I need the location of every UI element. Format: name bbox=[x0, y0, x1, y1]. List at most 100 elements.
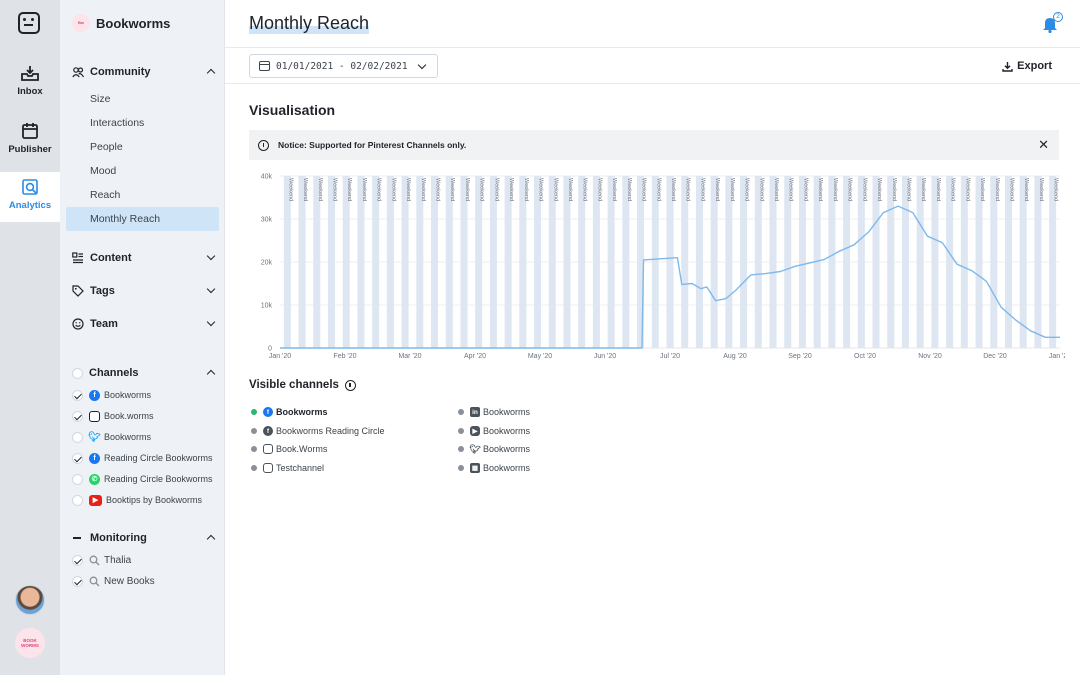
sidebar-item-size[interactable]: Size bbox=[90, 93, 111, 105]
channel-label: Reading Circle Bookworms bbox=[104, 474, 213, 484]
visible-channel-label: Bookworms bbox=[483, 407, 531, 417]
sidebar-item-interactions[interactable]: Interactions bbox=[90, 117, 145, 129]
x-tick-label: Dec '20 bbox=[983, 353, 1007, 360]
page-title: Monthly Reach bbox=[249, 13, 370, 34]
bell-icon[interactable] bbox=[1042, 15, 1058, 33]
content-icon bbox=[72, 252, 83, 264]
visible-channels-label: Visible channels bbox=[249, 379, 339, 391]
weekend-band bbox=[357, 176, 365, 348]
weekend-band bbox=[1049, 176, 1057, 348]
people-icon bbox=[72, 67, 84, 78]
section-content[interactable]: Content bbox=[72, 251, 216, 264]
weekend-band bbox=[431, 176, 439, 348]
monitoring-checkbox[interactable] bbox=[72, 575, 83, 587]
visible-channel-item[interactable]: Testchannel bbox=[251, 462, 324, 474]
sidebar-item-people[interactable]: People bbox=[90, 141, 123, 153]
x-tick-label: Jun '20 bbox=[594, 353, 616, 360]
info-icon[interactable] bbox=[344, 379, 356, 391]
channel-item[interactable]: 🐦︎ Bookworms bbox=[72, 430, 222, 444]
channel-checkbox[interactable] bbox=[72, 473, 83, 485]
visible-channel-item[interactable]: ▦ Bookworms bbox=[458, 462, 530, 474]
weekend-band bbox=[798, 176, 806, 348]
chevron-up-icon bbox=[206, 534, 216, 544]
channels-select-all-checkbox[interactable] bbox=[72, 367, 83, 379]
visible-channel-item[interactable]: Book.Worms bbox=[251, 443, 327, 455]
weekend-band bbox=[386, 176, 394, 348]
visible-channel-item[interactable]: ▶ Bookworms bbox=[458, 425, 530, 437]
x-tick-label: Jul '20 bbox=[660, 353, 680, 360]
date-range-picker[interactable]: 01/01/2021 - 02/02/2021 bbox=[249, 54, 438, 78]
sidebar-item-monthly-reach[interactable]: Monthly Reach bbox=[90, 213, 161, 225]
visible-channel-item[interactable]: f Bookworms bbox=[251, 406, 328, 418]
sidebar-item-reach[interactable]: Reach bbox=[90, 189, 121, 201]
weekend-band bbox=[342, 176, 350, 348]
main-panel: Monthly Reach 2 01/01/2021 - 02/02/2021 … bbox=[225, 0, 1080, 675]
weekend-band bbox=[681, 176, 689, 348]
close-icon[interactable]: ✕ bbox=[1038, 137, 1049, 152]
section-channels[interactable]: Channels bbox=[72, 367, 216, 379]
channel-item[interactable]: Book.worms bbox=[72, 409, 222, 423]
rail-top-group: Inbox Publisher bbox=[0, 54, 60, 172]
rail-inbox[interactable]: Inbox bbox=[0, 64, 60, 97]
weekend-band-label: Weekend bbox=[626, 178, 632, 201]
visualisation-title: Visualisation bbox=[249, 102, 336, 118]
section-team[interactable]: Team bbox=[72, 317, 216, 330]
section-tags[interactable]: Tags bbox=[72, 284, 216, 297]
instagram-icon bbox=[263, 463, 273, 473]
y-tick-label: 0 bbox=[268, 346, 272, 353]
weekend-band-label: Weekend bbox=[449, 178, 455, 201]
visible-channel-item[interactable]: 🐦︎ Bookworms bbox=[458, 443, 530, 455]
nav-rail: Inbox Publisher Analytics BOOK WORMS bbox=[0, 0, 60, 675]
weekend-band bbox=[1019, 176, 1027, 348]
active-item-highlight bbox=[66, 207, 219, 231]
y-tick-label: 10k bbox=[261, 303, 273, 310]
channel-item[interactable]: f Reading Circle Bookworms bbox=[72, 451, 222, 465]
channel-checkbox[interactable] bbox=[72, 431, 83, 443]
weekend-band-label: Weekend bbox=[685, 178, 691, 201]
weekend-band-label: Weekend bbox=[420, 178, 426, 201]
search-icon bbox=[89, 576, 100, 586]
weekend-band bbox=[960, 176, 968, 348]
weekend-band-label: Weekend bbox=[655, 178, 661, 201]
reach-line bbox=[280, 205, 1060, 349]
rail-publisher[interactable]: Publisher bbox=[0, 122, 60, 155]
channel-checkbox[interactable] bbox=[72, 452, 83, 464]
smiley-icon bbox=[72, 318, 84, 330]
channel-status-dot bbox=[458, 409, 464, 415]
channel-checkbox[interactable] bbox=[72, 410, 83, 422]
channel-item[interactable]: ▶ Booktips by Bookworms bbox=[72, 493, 222, 507]
channel-item[interactable]: f Bookworms bbox=[72, 388, 222, 402]
x-tick-label: Apr '20 bbox=[464, 353, 486, 360]
app-logo-icon[interactable] bbox=[18, 12, 40, 34]
weekend-band-label: Weekend bbox=[714, 178, 720, 201]
section-monitoring[interactable]: Monitoring bbox=[72, 532, 216, 544]
user-avatar[interactable] bbox=[15, 585, 45, 615]
monitoring-item[interactable]: Thalia bbox=[72, 553, 222, 567]
monitoring-item[interactable]: New Books bbox=[72, 574, 222, 588]
monitoring-checkbox[interactable] bbox=[72, 554, 83, 566]
youtube-icon: ▶ bbox=[470, 426, 480, 436]
weekend-band bbox=[916, 176, 924, 348]
sidebar-item-mood[interactable]: Mood bbox=[90, 165, 117, 177]
weekend-band-label: Weekend bbox=[699, 178, 705, 201]
channel-item[interactable]: ✆ Reading Circle Bookworms bbox=[72, 472, 222, 486]
visible-channel-item[interactable]: in Bookworms bbox=[458, 406, 530, 418]
section-content-label: Content bbox=[90, 252, 132, 264]
export-button[interactable]: Export bbox=[1002, 60, 1052, 72]
channel-status-dot bbox=[458, 428, 464, 434]
visible-channel-item[interactable]: f Bookworms Reading Circle bbox=[251, 425, 385, 437]
channel-status-dot bbox=[251, 446, 257, 452]
brand-switcher[interactable]: BOOK WORMS bbox=[15, 628, 45, 658]
channel-checkbox[interactable] bbox=[72, 389, 83, 401]
linkedin-icon: in bbox=[470, 407, 480, 417]
chevron-down-icon bbox=[206, 317, 216, 327]
weekend-band-label: Weekend bbox=[361, 178, 367, 201]
section-community[interactable]: Community bbox=[72, 66, 216, 78]
channel-checkbox[interactable] bbox=[72, 494, 83, 506]
planoly-icon: ▦ bbox=[470, 463, 480, 473]
instagram-icon bbox=[89, 410, 100, 422]
workspace-switcher[interactable]: Bw Bookworms bbox=[72, 14, 170, 32]
rail-analytics[interactable]: Analytics bbox=[0, 178, 60, 211]
export-label: Export bbox=[1017, 60, 1052, 72]
weekend-band bbox=[857, 176, 865, 348]
